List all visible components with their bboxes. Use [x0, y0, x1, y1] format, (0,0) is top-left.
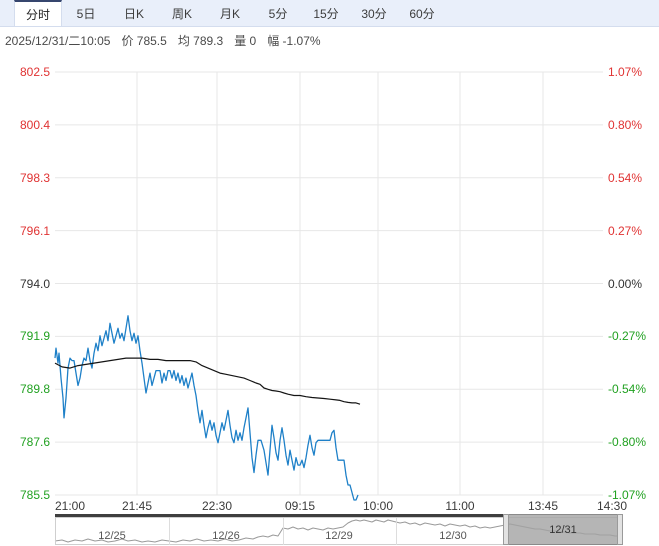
y-axis-label-left: 785.5: [19, 488, 50, 502]
x-axis-label: 13:45: [527, 499, 559, 513]
info-average: 均 789.3: [177, 34, 224, 48]
price-line: [54, 315, 359, 501]
x-axis-label: 21:00: [54, 499, 86, 513]
y-axis-label-right: -0.80%: [608, 435, 647, 450]
y-axis-label-right: -1.07%: [608, 488, 647, 502]
y-axis-label-right: -0.54%: [608, 382, 647, 397]
navigator-date-label: 12/26: [212, 530, 240, 542]
tab-15min[interactable]: 15分: [313, 6, 339, 21]
navigator-selected-label: 12/31: [549, 523, 577, 536]
tab-5day[interactable]: 5日: [76, 6, 96, 21]
quote-info-bar: 2025/12/31/二10:05 价 785.5 均 789.3 量 0 幅 -1.0…: [0, 27, 659, 54]
y-axis-label-right: 0.27%: [608, 223, 643, 238]
navigator-left-handle[interactable]: [503, 514, 509, 545]
tab-5min[interactable]: 5分: [268, 6, 288, 21]
navigator-date-label: 12/30: [439, 530, 467, 542]
y-axis-label-right: -0.27%: [608, 329, 647, 344]
y-axis-label-right: 1.07%: [608, 65, 643, 79]
x-axis-label: 11:00: [445, 499, 475, 513]
tab-monthly-k[interactable]: 月K: [219, 6, 240, 21]
y-axis-label-left: 796.1: [19, 223, 50, 238]
x-axis-line: [55, 514, 504, 517]
info-price: 价 785.5: [121, 34, 167, 48]
y-axis-label-left: 789.8: [19, 382, 50, 397]
navigator-date-label: 12/25: [98, 530, 126, 542]
y-axis-label-left: 791.9: [19, 329, 50, 344]
navigator-right-handle[interactable]: [617, 514, 623, 545]
x-axis-label: 21:45: [121, 499, 153, 513]
x-axis-label: 10:00: [362, 499, 394, 513]
x-axis-label: 14:30: [596, 499, 628, 513]
tab-60min[interactable]: 60分: [409, 6, 435, 21]
y-axis-label-right: 0.54%: [608, 170, 643, 185]
y-axis-label-left: 787.6: [19, 435, 50, 450]
x-axis-label: 09:15: [284, 499, 316, 513]
y-axis-label-left: 802.5: [19, 65, 50, 79]
tab-weekly-k[interactable]: 周K: [171, 6, 192, 21]
tab-daily-k[interactable]: 日K: [123, 6, 144, 21]
y-axis-label-left: 798.3: [19, 170, 50, 185]
navigator-section-divider: [169, 518, 170, 545]
y-axis-label-left: 800.4: [19, 117, 50, 132]
x-axis-label: 22:30: [201, 499, 233, 513]
info-datetime: 2025/12/31/二10:05: [5, 34, 111, 48]
period-tab-bar: 分时 5日 日K 周K 月K 5分 15分 30分 60分: [0, 0, 659, 27]
y-axis-label-left: 794.0: [19, 276, 50, 291]
info-change: 幅 -1.07%: [267, 34, 321, 48]
y-axis-label-right: 0.00%: [608, 276, 643, 291]
navigator-selected-range[interactable]: 12/31: [503, 514, 623, 545]
y-axis-label-right: 0.80%: [608, 117, 643, 132]
average-line: [54, 357, 361, 405]
navigator-date-label: 12/29: [325, 530, 353, 542]
tab-minute[interactable]: 分时: [14, 0, 62, 26]
tab-30min[interactable]: 30分: [361, 6, 387, 21]
navigator-section-divider: [283, 518, 284, 545]
navigator-section-divider: [396, 518, 397, 545]
info-volume: 量 0: [234, 34, 257, 48]
